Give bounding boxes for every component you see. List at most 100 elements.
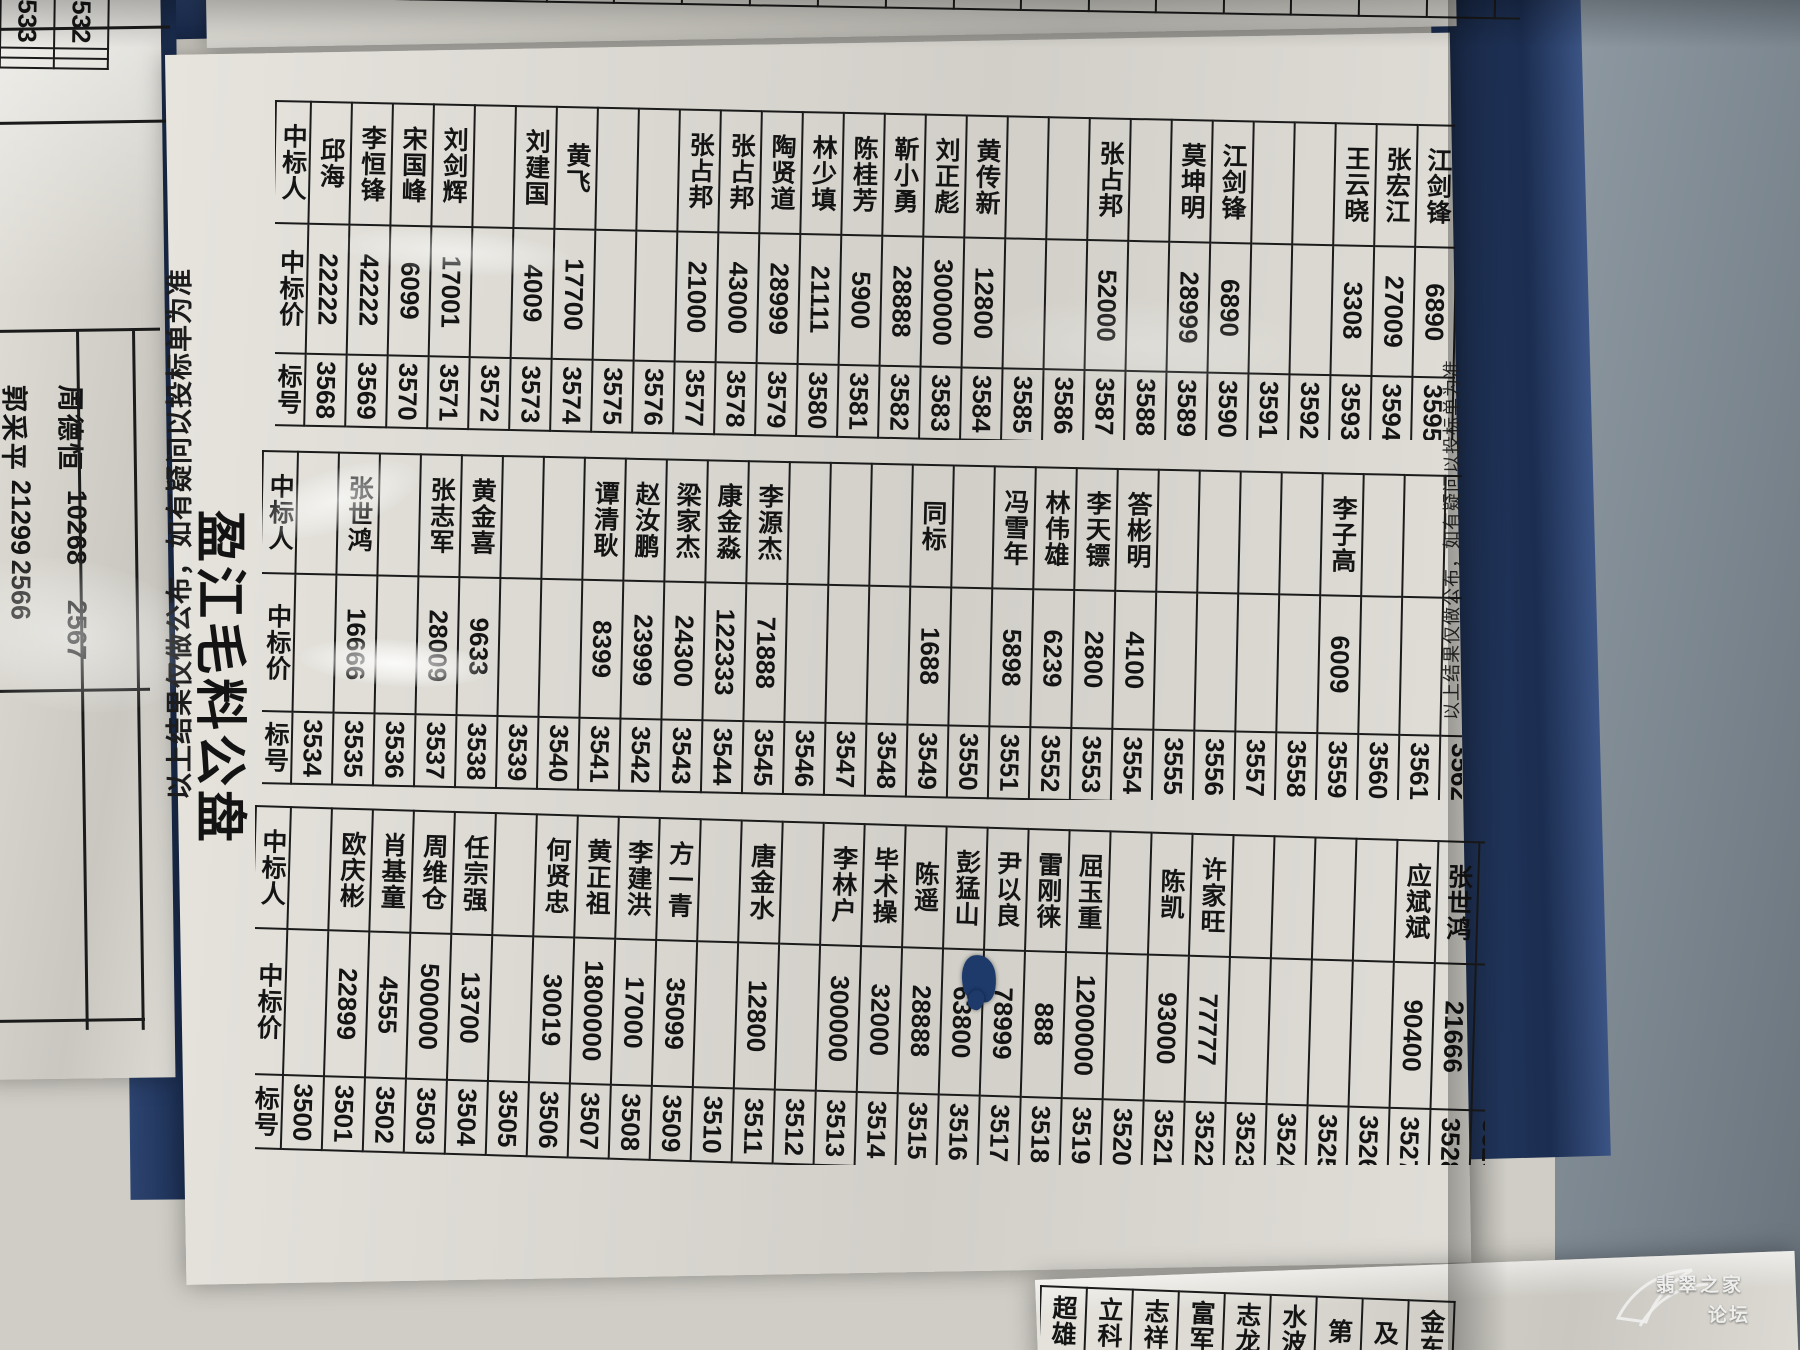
cell-winner: 肖基童 (369, 809, 414, 933)
cell-winner: 张占邦 (718, 110, 762, 234)
cell-blank (0, 57, 54, 69)
cell-no: 3547 (823, 722, 867, 796)
cell-no: 3549 (905, 724, 949, 798)
header-price: 中标价 (255, 927, 288, 1075)
header-price: 中标价 (262, 572, 296, 712)
cell-no: 3596 (1451, 377, 1455, 440)
cell-no: 3590 (1205, 372, 1249, 440)
cell-price (1440, 597, 1462, 737)
cell-no: 3592 (1287, 374, 1331, 440)
cell-winner (1128, 118, 1172, 242)
cell-price: 300000 (920, 236, 965, 368)
cell-winner: 水波 (1268, 1294, 1317, 1350)
cell-winner (1238, 471, 1282, 595)
cell-no: 3573 (509, 357, 552, 431)
cell-no: 3558 (1274, 732, 1318, 800)
watermark: 翡翠之家 论坛 (1612, 1256, 1782, 1340)
bid-table-right-3568-3599: 中标人 邱海 李恒锋 宋国峰 刘剑辉 刘建国 黄飞 张占邦 张占邦 陶贤道 林少填 陈桂芳 靳小勇 刘正彪… (275, 100, 1455, 440)
header-winner: 中标人 (255, 806, 291, 930)
topleft-stray-name2: 周德恒 (52, 385, 92, 472)
cell-price (774, 943, 821, 1091)
cell-winner: 第 (1314, 1296, 1363, 1350)
cell-winner: 黄飞 (554, 106, 598, 230)
cell-winner: 江剑锋 (1415, 124, 1455, 248)
cell-price (283, 929, 329, 1077)
cell-winner: 答彬明 (1115, 468, 1159, 592)
cell-winner (1229, 835, 1275, 959)
cell-no: 3502 (362, 1077, 406, 1153)
cell-price: 52000 (1084, 240, 1129, 371)
cell-winner: 志龙 (1222, 1293, 1271, 1350)
cell-price: 6009 (1317, 595, 1362, 735)
cell-winner (1279, 472, 1323, 596)
cell-blank (1291, 0, 1361, 16)
topleft-stray-2566: 2566 (4, 560, 36, 620)
cell-winner (1292, 122, 1336, 246)
cell-winner (951, 465, 995, 589)
cell-price (1102, 953, 1148, 1101)
cell-price (784, 584, 829, 723)
watermark-text-line1: 翡翠之家 (1656, 1275, 1745, 1296)
cell-winner (869, 463, 913, 587)
cell-no: 3544 (700, 720, 744, 794)
cell-winner (1443, 475, 1462, 599)
cell-winner: 王云晓 (1333, 123, 1377, 247)
cell-no: 3515 (895, 1093, 939, 1165)
cell-price (1125, 240, 1170, 372)
cell-no: 3501 (321, 1076, 365, 1152)
cell-blank (1358, 0, 1428, 18)
topleft-stray-10268: 10268 (60, 490, 92, 565)
cell-no: 3523 (1223, 1102, 1267, 1165)
cell-winner: 冯雪年 (992, 466, 1036, 590)
cell-winner: 张宏江 (1374, 124, 1418, 247)
cell-blank (614, 0, 684, 5)
cell-blank (1021, 0, 1091, 12)
cell-no: 3555 (1151, 729, 1195, 800)
cell-winner: 李子高 (1320, 473, 1364, 597)
cell-no: 3507 (567, 1083, 611, 1159)
cell-price: 5898 (989, 588, 1034, 728)
footer-note-primary: 以上结果仅做公布，如有疑问以投标单为准 (165, 268, 195, 800)
cell-price: 30019 (528, 936, 575, 1084)
cell-no: 3587 (1083, 370, 1126, 440)
cell-price: 28999 (756, 233, 801, 365)
cell-no: 3543 (659, 719, 703, 793)
cell-winner (1197, 470, 1241, 594)
cell-price: 22222 (305, 223, 350, 355)
cell-price: 32000 (856, 946, 903, 1094)
cell-blank (885, 0, 955, 9)
cell-price: 888 (1020, 950, 1066, 1099)
cell-winner (1156, 469, 1200, 593)
cell-no: 3576 (632, 360, 675, 434)
cell-no: 3520 (1100, 1099, 1144, 1165)
cell-winner (287, 807, 332, 931)
cell-no: 3529 (1469, 1110, 1485, 1165)
cell-winner (1251, 121, 1295, 245)
cell-no: 3522 (1182, 1101, 1226, 1165)
cell-no: 3526 (1346, 1106, 1390, 1165)
value-10268: 10268 (61, 489, 92, 566)
cell-no: 3519 (1059, 1098, 1103, 1165)
cell-no: 3513 (813, 1090, 857, 1165)
cell-no: 3518 (1018, 1096, 1062, 1165)
cell-price: 3308 (1330, 245, 1375, 377)
cell-winner: 张志军 (418, 454, 462, 578)
cell-winner: 张占邦 (677, 109, 721, 233)
cell-winner: 尹以良 (984, 827, 1029, 951)
cell-price: 1800000 (569, 937, 616, 1085)
cell-winner: 雷刚徕 (1025, 828, 1070, 953)
cell-winner: 莫坤明 (1169, 119, 1213, 243)
cell-no: 3575 (591, 359, 634, 433)
cell-winner: 李建洪 (615, 816, 660, 940)
cell-blank (817, 0, 887, 8)
cell-price: 23999 (620, 580, 665, 720)
header-no: 标号 (275, 352, 306, 426)
cell-winner: 黄正祖 (574, 815, 619, 939)
cell-winner: 立科 (1084, 1287, 1133, 1350)
cell-winner: 屈玉重 (1065, 830, 1111, 954)
cell-winner: 陶贤道 (759, 111, 803, 235)
header-no: 标号 (255, 1073, 284, 1149)
cell-winner: 毕术操 (861, 824, 906, 948)
cell-no: 3550 (946, 725, 990, 799)
cell-no: 3516 (936, 1094, 980, 1165)
